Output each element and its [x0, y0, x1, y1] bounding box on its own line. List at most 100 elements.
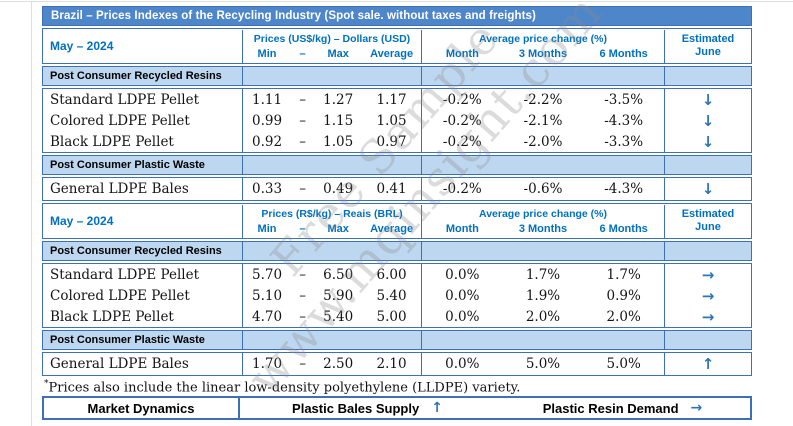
col-min: Min	[257, 222, 277, 235]
trend-up-icon: ↑	[701, 355, 715, 373]
price-min: 0.33	[251, 181, 283, 197]
change-6months: -3.5%	[604, 91, 644, 108]
resin-demand-cell: Plastic Resin Demand →	[495, 398, 750, 418]
change-month: 0.0%	[445, 308, 480, 325]
table-row: Standard LDPE Pellet 1.11 – 1.27 1.17 -0…	[43, 89, 751, 110]
change-3months: -2.0%	[523, 133, 563, 150]
trend-down-icon: ↓	[701, 132, 715, 151]
estimated-label: Estimated	[681, 33, 735, 45]
table-row: Black LDPE Pellet 4.70 – 5.40 5.00 0.0% …	[43, 306, 751, 327]
change-month: -0.2%	[442, 133, 482, 150]
brl-resins-rows: Standard LDPE Pellet 5.70 – 6.50 6.00 0.…	[42, 263, 752, 328]
price-min: 1.70	[251, 356, 283, 372]
price-average: 0.41	[376, 181, 407, 197]
change-cell: 0.0% 5.0% 5.0%	[421, 353, 664, 375]
empty-cell	[664, 242, 751, 260]
change-header: Average price change (%)	[479, 207, 607, 220]
col-3months: 3 Months	[518, 222, 568, 235]
change-3months: -2.2%	[523, 91, 563, 108]
estimated-month: June	[695, 221, 721, 233]
section-label: Post Consumer Plastic Waste	[50, 334, 205, 346]
col-min: Min	[257, 47, 277, 60]
col-dash: –	[299, 47, 306, 60]
change-subheaders: Month 3 Months 6 Months	[422, 223, 664, 235]
price-min: 4.70	[251, 308, 283, 325]
price-min: 5.70	[251, 266, 283, 283]
brl-prices-header-cell: Prices (R$/kg) – Reais (BRL) Min – Max A…	[242, 204, 421, 238]
price-subheaders: Min – Max Average	[243, 48, 421, 60]
change-subheaders: Month 3 Months 6 Months	[422, 48, 664, 60]
table-row: Colored LDPE Pellet 0.99 – 1.15 1.05 -0.…	[43, 110, 751, 131]
change-cell: -0.2% -0.6% -4.3%	[421, 178, 664, 200]
footnote-text: Prices also include the linear low-densi…	[48, 380, 521, 396]
price-max: 1.27	[323, 91, 354, 108]
change-3months: 1.9%	[525, 287, 561, 304]
empty-cell	[421, 67, 664, 85]
change-3months: -0.6%	[523, 181, 563, 197]
trend-flat-icon: →	[701, 286, 715, 305]
price-subheaders: Min – Max Average	[243, 223, 421, 235]
footnote-marker: *	[44, 379, 49, 389]
estimated-label: Estimated	[681, 208, 735, 220]
estimated-header-cell: Estimated June	[664, 29, 751, 63]
bales-supply-cell: Plastic Bales Supply ↑	[240, 398, 495, 418]
price-range-cell: 5.70 – 6.50 6.00	[242, 264, 421, 285]
price-table: Brazil – Prices Indexes of the Recycling…	[42, 6, 752, 378]
change-month: 0.0%	[445, 356, 480, 372]
price-range-cell: 0.99 – 1.15 1.05	[242, 110, 421, 131]
change-6months: -3.3%	[604, 133, 644, 150]
estimated-header-cell: Estimated June	[664, 204, 751, 238]
trend-flat-icon: →	[701, 265, 715, 284]
supply-up-icon: ↑	[431, 400, 443, 416]
period-cell: May – 2024	[43, 205, 242, 238]
change-3months: 2.0%	[525, 308, 561, 325]
price-max: 1.15	[323, 112, 354, 129]
price-average: 2.10	[376, 356, 407, 372]
range-dash: –	[299, 287, 306, 304]
empty-cell	[421, 242, 664, 260]
footnote: *Prices also include the linear low-dens…	[44, 379, 520, 395]
product-name: General LDPE Bales	[50, 181, 189, 197]
change-6months: 0.9%	[606, 287, 641, 304]
price-min: 0.92	[251, 133, 283, 150]
resin-demand-label: Plastic Resin Demand	[542, 400, 679, 416]
dynamics-values: Plastic Bales Supply ↑ Plastic Resin Dem…	[240, 398, 750, 418]
price-range-cell: 5.10 – 5.90 5.40	[242, 285, 421, 306]
trend-flat-icon: →	[701, 307, 715, 326]
brl-header-block: May – 2024 Prices (R$/kg) – Reais (BRL) …	[42, 203, 752, 239]
section-label-cell: Post Consumer Recycled Resins	[43, 242, 242, 260]
period-label: May – 2024	[50, 39, 114, 53]
empty-cell	[664, 156, 751, 174]
change-month: -0.2%	[442, 91, 482, 108]
price-min: 1.11	[251, 91, 283, 108]
price-range-cell: 0.33 – 0.49 0.41	[242, 178, 421, 200]
market-dynamics-cell: Market Dynamics	[44, 398, 240, 418]
change-month: -0.2%	[442, 181, 482, 197]
brl-section-resins: Post Consumer Recycled Resins	[42, 241, 752, 261]
change-cell: -0.2% -2.1% -4.3%	[421, 110, 664, 131]
col-max: Max	[327, 47, 349, 60]
change-6months: -4.3%	[604, 112, 644, 129]
section-label: Post Consumer Recycled Resins	[50, 245, 222, 257]
estimate-cell: ↓	[664, 178, 751, 200]
col-max: Max	[327, 222, 349, 235]
product-name: General LDPE Bales	[50, 356, 189, 372]
page-edge-left	[31, 1, 32, 426]
usd-prices-header-cell: Prices (US$/kg) – Dollars (USD) Min – Ma…	[242, 29, 421, 63]
price-average: 1.05	[376, 112, 407, 129]
section-row: Post Consumer Plastic Waste	[43, 156, 751, 174]
bales-supply-label: Plastic Bales Supply	[292, 400, 420, 416]
price-max: 6.50	[323, 266, 354, 283]
section-row: Post Consumer Recycled Resins	[43, 242, 751, 260]
section-row: Post Consumer Recycled Resins	[43, 67, 751, 85]
col-6months: 6 Months	[599, 222, 648, 235]
product-name: Colored LDPE Pellet	[50, 112, 190, 129]
price-max: 2.50	[323, 356, 354, 372]
empty-cell	[664, 331, 751, 349]
section-label: Post Consumer Recycled Resins	[50, 70, 222, 82]
page-edge-top	[0, 1, 793, 2]
product-name: Standard LDPE Pellet	[50, 266, 200, 283]
range-dash: –	[299, 356, 306, 372]
usd-section-waste: Post Consumer Plastic Waste	[42, 155, 752, 175]
empty-cell	[242, 156, 421, 174]
